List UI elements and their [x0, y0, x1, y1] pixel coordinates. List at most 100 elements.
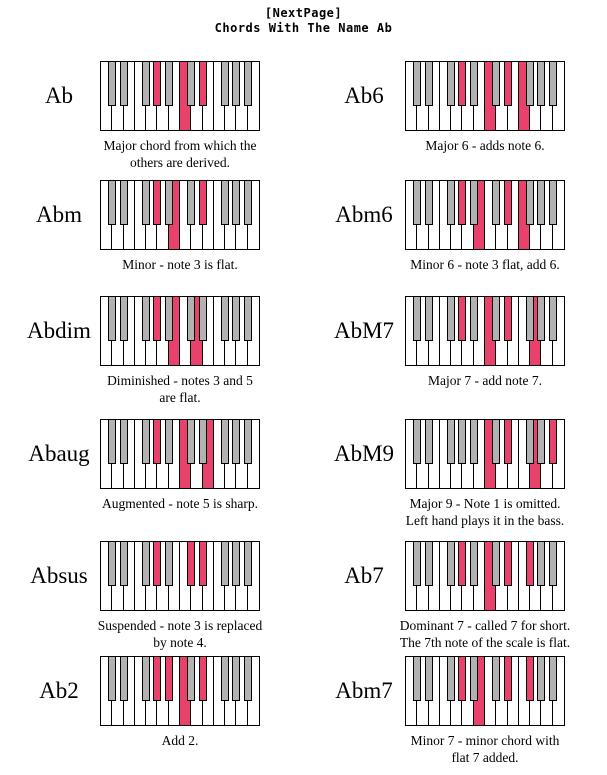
white-key-B-6	[168, 657, 180, 725]
black-key-12	[232, 657, 241, 701]
white-key-B-13	[247, 657, 259, 725]
black-key-13	[243, 542, 252, 586]
white-key-E-9	[507, 181, 519, 249]
black-key-12	[537, 420, 546, 464]
black-key-11	[221, 62, 230, 106]
black-key-13	[243, 181, 252, 225]
white-key-B-6	[473, 181, 485, 249]
black-key-12	[537, 62, 546, 106]
black-key-4	[447, 657, 456, 701]
black-key-8	[492, 542, 501, 586]
piano-keyboard-abm7	[405, 656, 565, 726]
chord-description-ab7: Dominant 7 - called 7 for short. The 7th…	[399, 618, 571, 650]
black-key-4	[447, 181, 456, 225]
white-key-E-2	[123, 420, 135, 488]
white-key-B-13	[247, 542, 259, 610]
black-key-8	[187, 420, 196, 464]
white-key-B-13	[552, 542, 564, 610]
black-key-12	[537, 542, 546, 586]
white-key-B-6	[473, 62, 485, 130]
white-key-B-13	[552, 181, 564, 249]
black-key-8	[187, 181, 196, 225]
chord-name-abdim: Abdim	[27, 318, 91, 343]
chord-cell-abmaj9: AbM9 Major 9 - Note 1 is omitted. Left h…	[305, 419, 565, 529]
white-key-B-6	[168, 62, 180, 130]
white-key-B-13	[552, 297, 564, 365]
white-key-E-2	[123, 657, 135, 725]
black-key-5	[458, 181, 467, 225]
black-key-5	[458, 542, 467, 586]
black-key-9	[198, 542, 207, 586]
chord-description-ab: Major chord from which the others are de…	[103, 138, 257, 170]
black-key-11	[221, 657, 230, 701]
black-key-5	[153, 62, 162, 106]
white-key-E-9	[507, 542, 519, 610]
black-key-5	[458, 297, 467, 341]
black-key-2	[119, 62, 128, 106]
piano-keyboard-abmaj7	[405, 296, 565, 366]
black-key-2	[119, 297, 128, 341]
black-key-1	[413, 420, 422, 464]
black-key-12	[232, 62, 241, 106]
black-key-9	[503, 542, 512, 586]
page-title: Chords With The Name Ab	[214, 21, 393, 35]
black-key-6	[469, 297, 478, 341]
black-key-6	[469, 542, 478, 586]
chord-description-abm7: Minor 7 - minor chord with flat 7 added.	[410, 733, 560, 765]
white-key-E-9	[507, 297, 519, 365]
white-key-B-6	[473, 657, 485, 725]
chord-description-abdim: Diminished - notes 3 and 5 are flat.	[107, 373, 253, 405]
black-key-2	[424, 62, 433, 106]
white-key-B-6	[168, 542, 180, 610]
white-key-E-2	[428, 420, 440, 488]
black-key-13	[548, 297, 557, 341]
chord-name-ab2: Ab2	[39, 678, 79, 703]
black-key-11	[221, 297, 230, 341]
black-key-6	[469, 420, 478, 464]
chord-name-abm7: Abm7	[335, 678, 393, 703]
black-key-8	[492, 181, 501, 225]
black-key-4	[142, 297, 151, 341]
black-key-6	[164, 657, 173, 701]
black-key-4	[142, 542, 151, 586]
white-key-E-2	[428, 542, 440, 610]
black-key-5	[153, 181, 162, 225]
white-key-B-13	[247, 420, 259, 488]
piano-keyboard-absus	[100, 541, 260, 611]
black-key-4	[142, 420, 151, 464]
white-key-B-13	[552, 657, 564, 725]
white-key-E-9	[202, 62, 214, 130]
black-key-12	[232, 297, 241, 341]
chord-cell-abm: Abm Minor - note 3 is flat.	[0, 180, 260, 273]
black-key-11	[526, 657, 535, 701]
black-key-1	[108, 657, 117, 701]
chord-description-absus: Suspended - note 3 is replaced by note 4…	[97, 618, 263, 650]
black-key-6	[469, 62, 478, 106]
black-key-11	[526, 420, 535, 464]
black-key-4	[142, 62, 151, 106]
chord-cell-abm7: Abm7 Minor 7 - minor chord with flat 7 a…	[305, 656, 565, 766]
chord-cell-ab: Ab Major chord from which the others are…	[0, 61, 260, 171]
white-key-B-13	[552, 62, 564, 130]
black-key-9	[198, 420, 207, 464]
black-key-8	[187, 297, 196, 341]
piano-keyboard-abaug	[100, 419, 260, 489]
black-key-2	[119, 181, 128, 225]
black-key-6	[164, 62, 173, 106]
white-key-B-6	[473, 297, 485, 365]
chord-cell-absus: Absus Suspended - note 3 is replaced by …	[0, 541, 262, 651]
black-key-8	[492, 657, 501, 701]
black-key-11	[526, 181, 535, 225]
black-key-6	[164, 297, 173, 341]
black-key-5	[153, 420, 162, 464]
black-key-9	[503, 420, 512, 464]
chord-cell-abdim: Abdim Diminished - notes 3 and 5 are fla…	[0, 296, 260, 406]
black-key-6	[469, 181, 478, 225]
black-key-1	[413, 62, 422, 106]
piano-keyboard-abmaj9	[405, 419, 565, 489]
white-key-B-13	[247, 181, 259, 249]
chord-name-abm6: Abm6	[335, 202, 393, 227]
black-key-12	[537, 181, 546, 225]
black-key-1	[413, 657, 422, 701]
black-key-4	[447, 297, 456, 341]
